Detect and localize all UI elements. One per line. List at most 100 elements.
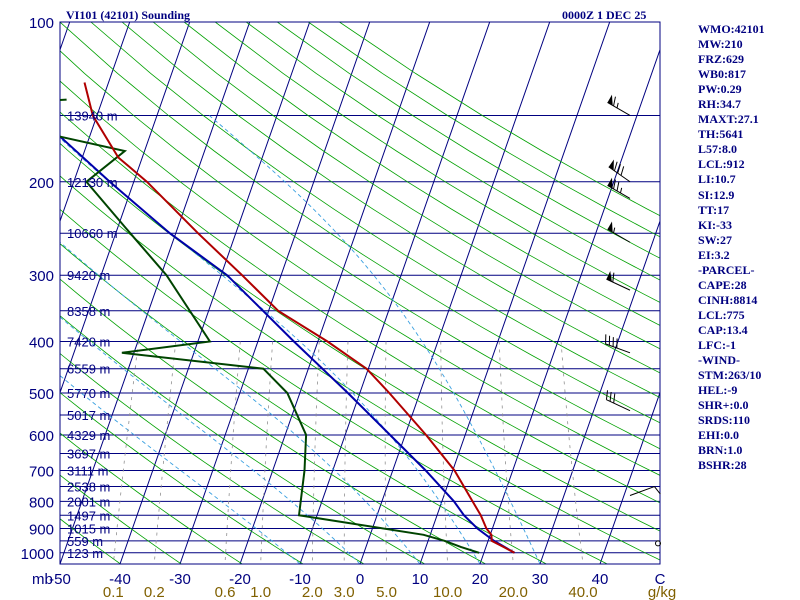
index-item: SRDS:110 xyxy=(698,413,751,428)
dry-adiabat-line xyxy=(152,22,660,350)
pressure-tick-label: 300 xyxy=(29,268,54,285)
isotherm-line xyxy=(60,22,131,223)
sounding-time: 0000Z 1 DEC 25 xyxy=(562,8,647,22)
mixing-ratio-line xyxy=(311,341,320,564)
wind-barb-staff xyxy=(606,399,631,412)
wind-barb-flag xyxy=(612,272,615,283)
index-item: LCL:775 xyxy=(698,307,745,322)
wind-barb-pennant xyxy=(607,94,613,106)
temperature-trace xyxy=(83,82,515,554)
index-item: MW:210 xyxy=(698,37,743,52)
isotherm-line xyxy=(419,22,611,564)
height-label: 12130 m xyxy=(67,175,118,190)
dry-adiabat-line xyxy=(183,22,660,326)
temperature-tick-label: -40 xyxy=(109,571,131,588)
wind-barb-half-flag xyxy=(616,102,619,109)
dry-adiabat-line xyxy=(60,278,486,564)
mixing-ratio-label: 1.0 xyxy=(250,584,271,600)
index-item: SW:27 xyxy=(698,232,733,247)
wind-barb xyxy=(607,177,631,199)
pressure-tick-label: 400 xyxy=(29,335,54,352)
isotherm-line xyxy=(299,22,491,564)
mixing-ratio-line xyxy=(260,341,273,564)
height-label: 5770 m xyxy=(67,386,110,401)
index-item: HEL:-9 xyxy=(698,383,738,398)
pressure-tick-label: 1000 xyxy=(21,546,54,563)
dry-adiabat-line xyxy=(245,22,660,281)
pressure-tick-label: 500 xyxy=(29,386,54,403)
wind-barb xyxy=(607,221,631,243)
dry-adiabat-line xyxy=(60,474,182,564)
mixing-ratio-line xyxy=(498,341,514,564)
index-item: WMO:42101 xyxy=(698,22,765,36)
index-item: EI:3.2 xyxy=(698,247,730,262)
height-label: 3697 m xyxy=(67,446,110,461)
height-label: 2001 m xyxy=(67,494,110,509)
wind-barb xyxy=(607,94,631,116)
wind-barb-pennant xyxy=(608,159,614,171)
isotherm-line xyxy=(599,391,660,564)
parcel-trace xyxy=(60,135,516,554)
temperature-tick-label: 40 xyxy=(592,571,609,588)
wind-barb-flag xyxy=(654,486,661,495)
wind-barb-flag xyxy=(605,390,609,400)
wind-barb-flag xyxy=(620,166,625,176)
moist-adiabat-line xyxy=(60,241,421,564)
index-item: STM:263/10 xyxy=(698,368,762,383)
dry-adiabat-line xyxy=(60,518,121,564)
index-item: -WIND- xyxy=(698,353,740,368)
height-label: 13940 m xyxy=(67,108,118,123)
station-title: VI101 (42101) Sounding xyxy=(66,8,191,22)
temperature-tick-label: 30 xyxy=(532,571,549,588)
mixing-ratio-label: 5.0 xyxy=(376,584,397,600)
isotherm-line xyxy=(0,22,10,564)
index-item: CAP:13.4 xyxy=(698,322,748,337)
dry-adiabat-line xyxy=(60,22,660,424)
dry-adiabat-line xyxy=(214,22,660,303)
index-item: MAXT:27.1 xyxy=(698,112,759,127)
dry-adiabat-line xyxy=(121,22,660,374)
height-label: 6559 m xyxy=(67,362,110,377)
height-label: 123 m xyxy=(67,546,103,561)
temperature-tick-label: 20 xyxy=(472,571,489,588)
dry-adiabat-line xyxy=(60,432,243,564)
isotherm-line xyxy=(60,22,251,564)
height-label: 1015 m xyxy=(67,521,110,536)
wind-barb xyxy=(606,270,631,291)
pressure-tick-label: 900 xyxy=(29,521,54,538)
index-item: SHR+:0.0 xyxy=(698,398,749,413)
index-item: LI:10.7 xyxy=(698,172,736,187)
wind-barb-pennant xyxy=(607,221,613,233)
stability-indices-list: WMO:42101 MW:210 FRZ:629 WB0:817 PW:0.29 RH:3… xyxy=(698,22,765,473)
mixing-ratio-label: 0.2 xyxy=(144,584,165,600)
isotherm-line xyxy=(359,22,551,564)
mixing-ratio-label: 2.0 xyxy=(302,584,323,600)
isotherm-line xyxy=(179,22,371,564)
moist-adiabat-line xyxy=(209,115,541,564)
mixing-ratio-unit-label: g/kg xyxy=(648,584,676,600)
isotherm-line xyxy=(60,22,191,395)
wind-barb-pennant xyxy=(606,270,612,282)
index-item: LCL:912 xyxy=(698,157,745,172)
wind-barb-flag xyxy=(613,161,618,172)
temperature-tick-label: -20 xyxy=(229,571,251,588)
isotherm-line xyxy=(539,219,660,564)
dewpoint-trace xyxy=(60,98,480,554)
height-label: 7420 m xyxy=(67,335,110,350)
pressure-tick-label: 800 xyxy=(29,494,54,511)
mixing-ratio-line xyxy=(224,341,241,564)
dry-adiabat-line xyxy=(60,392,304,564)
dry-adiabat-line xyxy=(60,352,365,564)
height-label: 3111 m xyxy=(67,464,108,479)
dry-adiabat-line xyxy=(60,80,660,476)
mixing-ratio-label: 0.1 xyxy=(103,584,124,600)
wind-barb-flag xyxy=(613,96,616,107)
height-label: 8358 m xyxy=(67,304,110,319)
height-label: 2538 m xyxy=(67,479,110,494)
height-label: 5017 m xyxy=(67,408,110,423)
wind-barb-calm xyxy=(655,540,661,547)
mixing-ratio-line xyxy=(153,341,177,564)
isotherm-line xyxy=(60,22,71,52)
wind-barb-staff xyxy=(606,278,631,291)
moist-adiabat-line xyxy=(60,316,361,564)
